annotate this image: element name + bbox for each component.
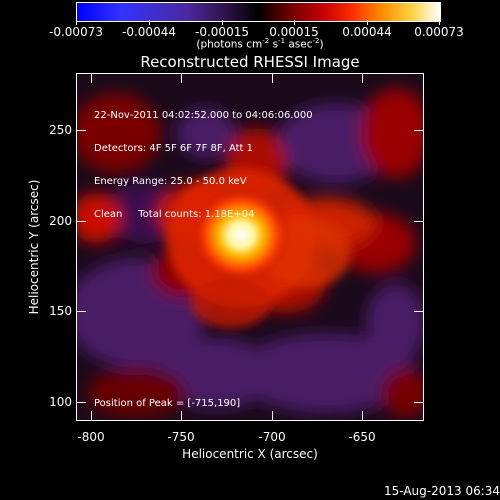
colorbar-tick-label: 0.00015 <box>269 25 319 39</box>
x-tick-label: -750 <box>167 430 195 444</box>
info-line-time: 22-Nov-2011 04:02:52.000 to 04:06:06.000 <box>94 110 313 121</box>
info-line-detectors: Detectors: 4F 5F 6F 7F 8F, Att 1 <box>94 143 254 154</box>
emission-peak <box>191 187 291 283</box>
colorbar-tick-label: -0.00015 <box>195 25 249 39</box>
plot-timestamp: 15-Aug-2013 06:34 <box>384 484 500 498</box>
chart-title: Reconstructed RHESSI Image <box>140 53 360 71</box>
peak-position: Position of Peak = [-715,190] <box>94 398 241 409</box>
x-axis-label: Heliocentric X (arcsec) <box>182 447 318 461</box>
x-tick-label: -700 <box>258 430 286 444</box>
colorbar-tick-label: -0.00073 <box>49 25 103 39</box>
y-tick-label: 150 <box>49 304 72 318</box>
observation-info: 22-Nov-2011 04:02:52.000 to 04:06:06.000… <box>94 88 313 231</box>
colorbar-tick-label: -0.00044 <box>122 25 176 39</box>
colorbar-units: (photons cm-2 s-1 asec-2) <box>196 37 324 51</box>
info-line-energy: Energy Range: 25.0 - 50.0 keV <box>94 176 247 187</box>
colorbar <box>76 2 441 22</box>
y-tick-label: 250 <box>49 123 72 137</box>
info-line-clean: Clean Total counts: 1.18E+04 <box>94 209 255 220</box>
colorbar-tick-label: 0.00073 <box>414 25 464 39</box>
x-tick-label: -650 <box>348 430 376 444</box>
colorbar-tick-label: 0.00044 <box>342 25 392 39</box>
y-tick-label: 100 <box>49 395 72 409</box>
x-tick-label: -800 <box>77 430 105 444</box>
colorbar-ticks <box>0 20 500 28</box>
y-axis-label: Heliocentric Y (arcsec) <box>27 179 41 315</box>
rhessi-image <box>76 73 424 421</box>
y-tick-label: 200 <box>49 214 72 228</box>
